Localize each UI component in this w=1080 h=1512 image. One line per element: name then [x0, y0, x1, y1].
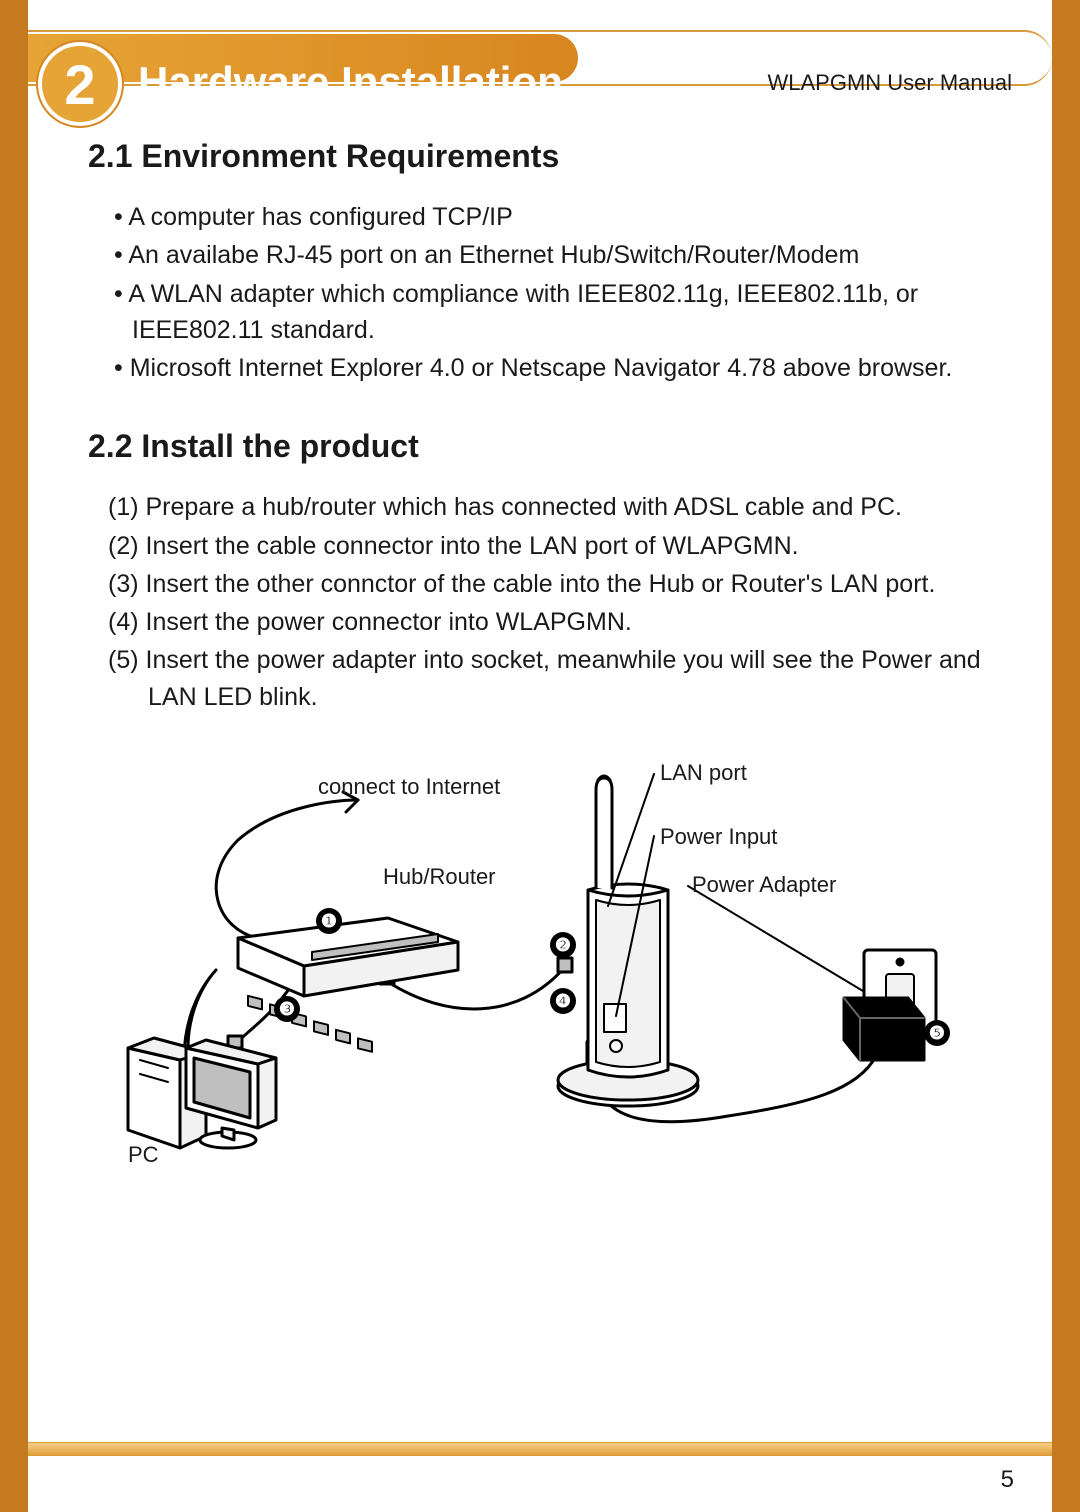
install-step: (1) Prepare a hub/router which has conne… [108, 489, 992, 525]
page: Hardware Installation WLAPGMN User Manua… [28, 0, 1052, 1512]
label-pc: PC [128, 1142, 159, 1168]
content: 2.1 Environment Requirements A computer … [88, 120, 992, 717]
label-lan-port: LAN port [660, 760, 747, 786]
chapter-number: 2 [64, 52, 95, 117]
label-power-input: Power Input [660, 824, 777, 850]
install-step: (5) Insert the power adapter into socket… [108, 642, 992, 715]
chapter-badge: 2 [38, 42, 122, 126]
requirement-item: A computer has configured TCP/IP [114, 199, 992, 235]
step-marker: ❶ [316, 908, 342, 934]
chapter-header: Hardware Installation WLAPGMN User Manua… [28, 30, 1052, 86]
page-number: 5 [1001, 1466, 1014, 1494]
section-heading-21: 2.1 Environment Requirements [88, 138, 992, 175]
install-step: (2) Insert the cable connector into the … [108, 528, 992, 564]
install-diagram: connect to Internet Hub/Router PC LAN po… [88, 760, 988, 1200]
step-marker: ❺ [924, 1020, 950, 1046]
requirement-item: A WLAN adapter which compliance with IEE… [114, 276, 992, 349]
label-power-adapter: Power Adapter [692, 872, 836, 898]
requirements-list: A computer has configured TCP/IPAn avail… [114, 199, 992, 386]
label-connect-internet: connect to Internet [318, 774, 500, 800]
requirement-item: Microsoft Internet Explorer 4.0 or Netsc… [114, 350, 992, 386]
label-hub-router: Hub/Router [383, 864, 496, 890]
step-marker: ❷ [550, 932, 576, 958]
install-step: (3) Insert the other connctor of the cab… [108, 566, 992, 602]
step-marker: ❸ [274, 996, 300, 1022]
diagram-svg [88, 760, 988, 1200]
requirement-item: An availabe RJ-45 port on an Ethernet Hu… [114, 237, 992, 273]
install-step: (4) Insert the power connector into WLAP… [108, 604, 992, 640]
chapter-title: Hardware Installation [138, 58, 563, 106]
step-marker: ❹ [550, 988, 576, 1014]
install-steps: (1) Prepare a hub/router which has conne… [108, 489, 992, 715]
manual-label: WLAPGMN User Manual [767, 70, 1012, 96]
section-heading-22: 2.2 Install the product [88, 428, 992, 465]
footer-band [28, 1442, 1052, 1456]
